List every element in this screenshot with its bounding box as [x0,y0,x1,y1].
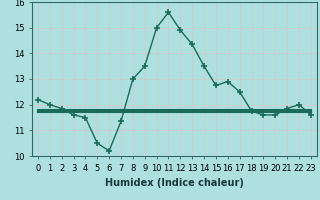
X-axis label: Humidex (Indice chaleur): Humidex (Indice chaleur) [105,178,244,188]
